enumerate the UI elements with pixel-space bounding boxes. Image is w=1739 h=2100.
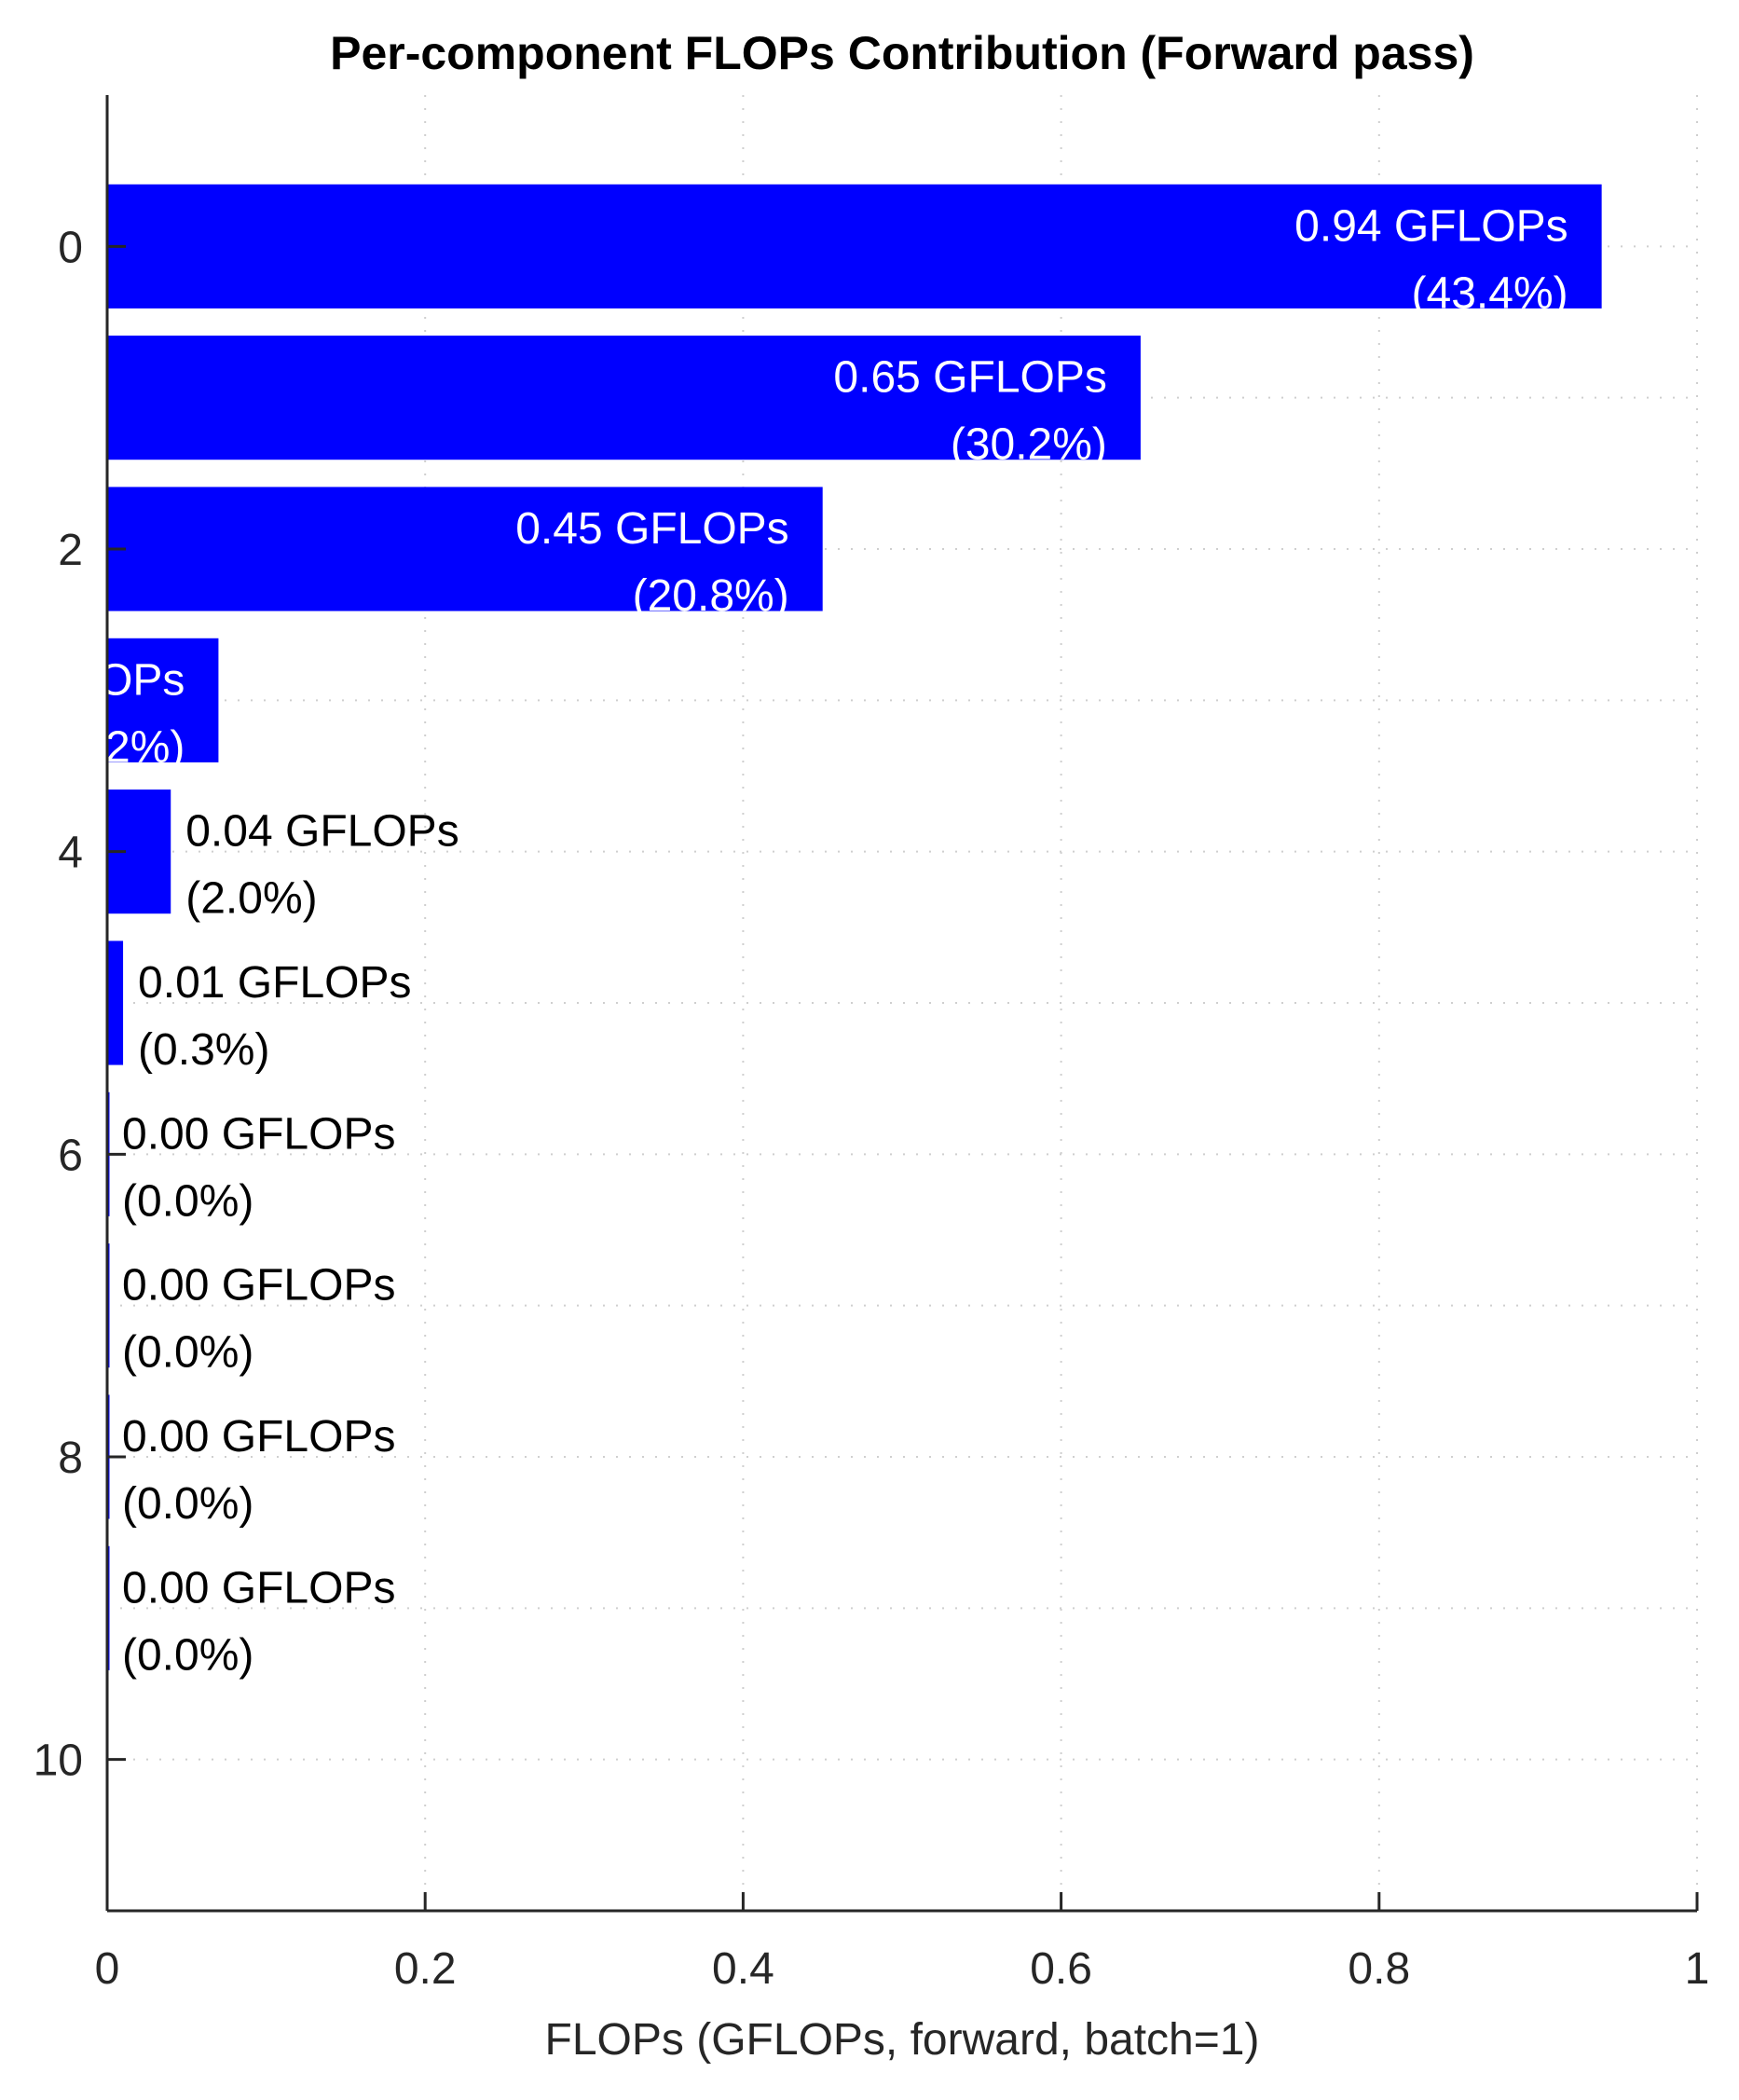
- bar-2: [107, 487, 823, 611]
- bar-0: [107, 184, 1602, 309]
- bar-label-9: 0.00 GFLOPs (0.0%): [122, 1563, 395, 1680]
- bar-label-7: 0.00 GFLOPs (0.0%): [122, 1261, 395, 1378]
- bar-label-value: 0.00 GFLOPs: [122, 1412, 395, 1462]
- bar-label-percent: (0.0%): [122, 1479, 253, 1529]
- y-tick-label: 2: [58, 526, 83, 575]
- bar-label-8: 0.00 GFLOPs (0.0%): [122, 1412, 395, 1529]
- bar-label-value: 0.65 GFLOPs: [833, 353, 1106, 403]
- bar-label-5: 0.01 GFLOPs (0.3%): [138, 958, 411, 1075]
- axes: [105, 95, 1697, 1913]
- bar-label-percent: (0.0%): [122, 1176, 253, 1226]
- bar-label-value: 0.07 GFLOPs: [0, 655, 185, 705]
- bar-label-4: 0.04 GFLOPs (2.0%): [185, 807, 459, 924]
- bar-label-percent: (43.4%): [1412, 268, 1568, 318]
- y-tick-label: 8: [58, 1434, 83, 1483]
- bar-5: [107, 940, 124, 1065]
- bar-label-value: 0.00 GFLOPs: [122, 1563, 395, 1613]
- bar-label-percent: (30.2%): [951, 420, 1107, 470]
- x-axis-ticks: 0 0.2 0.4 0.6 0.8 1: [95, 1892, 1710, 1994]
- bar-label-percent: (0.0%): [122, 1630, 253, 1680]
- bar-label-0: 0.94 GFLOPs (43.4%): [1294, 201, 1568, 318]
- bar-label-percent: (20.8%): [633, 571, 789, 621]
- bar-label-percent: (0.0%): [122, 1328, 253, 1378]
- x-tick-label: 1: [1685, 1944, 1710, 1994]
- y-tick-label: 0: [58, 223, 83, 272]
- bar-label-percent: (3.2%): [53, 722, 185, 772]
- chart-title: Per-component FLOPs Contribution (Forwar…: [330, 27, 1474, 79]
- bar-label-percent: (0.3%): [138, 1025, 269, 1075]
- bar-label-6: 0.00 GFLOPs (0.0%): [122, 1109, 395, 1226]
- bar-3: [107, 638, 219, 762]
- x-axis-label: FLOPs (GFLOPs, forward, batch=1): [545, 2015, 1260, 2065]
- x-tick-label: 0: [95, 1944, 120, 1994]
- bars: [107, 184, 1602, 1670]
- bar-label-value: 0.04 GFLOPs: [185, 807, 459, 857]
- x-tick-label: 0.6: [1030, 1944, 1092, 1994]
- y-tick-label: 10: [34, 1736, 83, 1786]
- bar-label-1: 0.65 GFLOPs (30.2%): [833, 353, 1106, 470]
- x-tick-label: 0.2: [394, 1944, 457, 1994]
- bar-label-value: 0.45 GFLOPs: [515, 504, 788, 554]
- x-tick-label: 0.4: [712, 1944, 774, 1994]
- x-tick-label: 0.8: [1348, 1944, 1410, 1994]
- bar-label-2: 0.45 GFLOPs (20.8%): [515, 504, 788, 621]
- y-tick-label: 6: [58, 1131, 83, 1180]
- y-axis-ticks: 0 2 4 6 8 10: [34, 223, 126, 1786]
- bar-label-3: 0.07 GFLOPs (3.2%): [0, 655, 185, 772]
- bar-label-value: 0.01 GFLOPs: [138, 958, 411, 1008]
- bar-1: [107, 336, 1141, 460]
- y-tick-label: 4: [58, 829, 83, 878]
- bar-value-labels: 0.94 GFLOPs (43.4%) 0.65 GFLOPs (30.2%) 0.45…: [0, 201, 1568, 1680]
- bar-label-value: 0.94 GFLOPs: [1294, 201, 1568, 251]
- bar-label-value: 0.00 GFLOPs: [122, 1261, 395, 1311]
- bar-label-value: 0.00 GFLOPs: [122, 1109, 395, 1159]
- bar-label-percent: (2.0%): [185, 874, 317, 924]
